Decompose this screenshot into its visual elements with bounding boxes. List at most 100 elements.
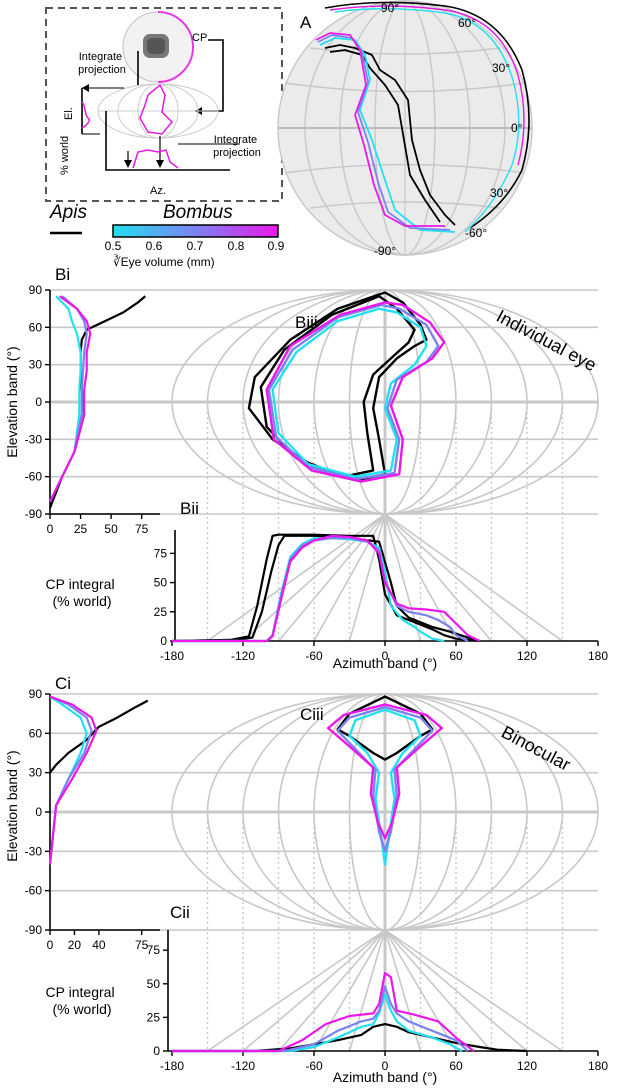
panel-bii-label: Bii <box>180 499 199 518</box>
field-of-view-contour <box>259 295 416 478</box>
side-x-tick-label: 75 <box>135 522 149 536</box>
azimuth-ray <box>384 929 563 1052</box>
azimuth-tick-label: -60 <box>305 1059 323 1073</box>
panel-ciii-label: Ciii <box>300 705 324 724</box>
globe-label-30: 30° <box>492 61 510 75</box>
azimuth-ray <box>348 929 386 1052</box>
world-tick-label: 75 <box>147 943 161 957</box>
azimuth-tick-label: -180 <box>160 649 184 663</box>
legend-tick: 0.7 <box>187 239 204 253</box>
panel-c-grid: 90 60 30 0 -30 -60 -90 0 20 40 75 0 25 50 75 -180 -120 -6… <box>25 687 609 1073</box>
elevation-profile-series-line <box>49 295 92 503</box>
elevation-tick-label: -60 <box>25 884 43 898</box>
head-icon <box>122 11 194 83</box>
panel-c-cp-label-1: CP integral <box>46 984 115 1000</box>
field-of-view-contour <box>247 291 428 481</box>
azimuth-ray <box>384 929 422 1052</box>
legend-tick: 0.9 <box>268 239 285 253</box>
azimuth-ray <box>384 513 493 642</box>
azimuth-tick-label: 60 <box>449 649 463 663</box>
world-tick-label: 25 <box>154 605 168 619</box>
azimuth-ray <box>277 929 386 1052</box>
panel-b-elev-label: Elevation band (°) <box>4 346 20 457</box>
side-x-tick-label: 40 <box>92 938 106 952</box>
legend-label: ∛Eye volume (mm) <box>113 255 215 269</box>
side-x-tick-label: 75 <box>135 938 149 952</box>
cp-integral-series-line <box>171 533 480 643</box>
azimuth-tick-label: 120 <box>517 649 537 663</box>
elevation-tick-label: 60 <box>29 726 43 740</box>
inset-border <box>45 7 283 202</box>
globe <box>277 0 533 256</box>
inset-integrate-right: Integrate projection <box>213 134 261 159</box>
panel-b-grid: 90 60 30 0 -30 -60 -90 0 25 50 75 0 25 50 75 -180 -120 -6… <box>25 283 609 663</box>
globe-contour-line <box>329 49 441 223</box>
globe-series <box>315 32 456 233</box>
cp-integral-series-line <box>172 534 481 643</box>
azimuth-tick-label: 120 <box>517 1059 537 1073</box>
azimuth-tick-label: 60 <box>449 1059 463 1073</box>
azimuth-tick-label: -60 <box>305 649 323 663</box>
panel-b-cp-label: CP integral (% world) <box>46 576 119 609</box>
globe-contour-line <box>315 32 445 227</box>
inset-az-label: Az. <box>150 185 166 197</box>
legend-tick: 0.6 <box>146 239 163 253</box>
inset-integrate-top-1: Integrate <box>79 51 122 63</box>
side-x-tick-label: 25 <box>74 522 88 536</box>
inset-integrate-top: Integrate projection <box>78 51 126 76</box>
inset-integrate-right-1: Integrate <box>214 134 257 146</box>
globe-label-s60: -60° <box>465 226 487 240</box>
cp-integral-series-line <box>172 971 475 1053</box>
globe-contour-line <box>319 37 456 233</box>
side-x-tick-label: 20 <box>68 938 82 952</box>
globe-label-90: 90° <box>381 1 399 15</box>
inset-cp-label: CP <box>192 32 207 44</box>
panel-a-label: A <box>300 13 312 32</box>
azimuth-ray <box>384 929 528 1052</box>
panel-c-az-label: Azimuth band (°) <box>333 1069 437 1085</box>
panel-ci-label: Ci <box>55 674 71 693</box>
legend-tick: 0.5 <box>105 239 122 253</box>
field-of-view-contour <box>336 695 434 761</box>
world-tick-label: 50 <box>147 977 161 991</box>
inset-sinusoidal-grid <box>97 83 219 139</box>
world-tick-label: 25 <box>147 1010 161 1024</box>
elevation-tick-label: 0 <box>35 805 42 819</box>
panel-c-title: Binocular <box>498 722 574 775</box>
legend: Apis Bombus 0.5 0.6 0.7 0.8 0.9 ∛Eye vol… <box>49 202 285 269</box>
azimuth-ray <box>207 513 386 642</box>
cp-integral-series-line <box>172 993 463 1053</box>
azimuth-ray <box>348 513 386 642</box>
globe-contour-line <box>324 44 456 226</box>
legend-apis: Apis <box>49 202 87 223</box>
azimuth-tick-label: -120 <box>231 649 255 663</box>
elevation-tick-label: -90 <box>25 923 43 937</box>
field-of-view-contour <box>348 708 422 866</box>
field-of-view-contour <box>265 301 446 483</box>
panel-b-az-label: Azimuth band (°) <box>333 655 437 671</box>
panel-c-cp-label: CP integral (% world) <box>46 984 119 1017</box>
panel-biii-label: Biii <box>295 313 318 332</box>
azimuth-ray <box>313 929 386 1052</box>
side-x-tick-label: 0 <box>47 522 54 536</box>
globe-label-s30: 30° <box>490 186 508 200</box>
elevation-tick-label: 60 <box>29 320 43 334</box>
azimuth-ray <box>384 929 457 1052</box>
globe-label-0: 0° <box>511 121 523 135</box>
azimuth-ray <box>384 513 563 642</box>
azimuth-tick-label: 180 <box>588 649 608 663</box>
panel-c-series <box>48 695 528 1053</box>
elevation-tick-label: -60 <box>25 470 43 484</box>
inset-integrate-right-2: projection <box>213 147 261 159</box>
panel-cii-label: Cii <box>170 903 190 922</box>
azimuth-ray <box>207 929 386 1052</box>
elevation-tick-label: 90 <box>29 687 43 701</box>
panel-b-cp-label-2: (% world) <box>52 593 111 609</box>
side-x-tick-label: 0 <box>47 938 54 952</box>
field-of-view-contour <box>267 303 440 481</box>
panel-c-elev-label: Elevation band (°) <box>4 750 20 861</box>
field-of-view-contour <box>336 705 434 853</box>
inset-schematic: CP Integrate projection El. % world <box>45 7 283 202</box>
globe-label-s90: -90° <box>374 244 396 258</box>
